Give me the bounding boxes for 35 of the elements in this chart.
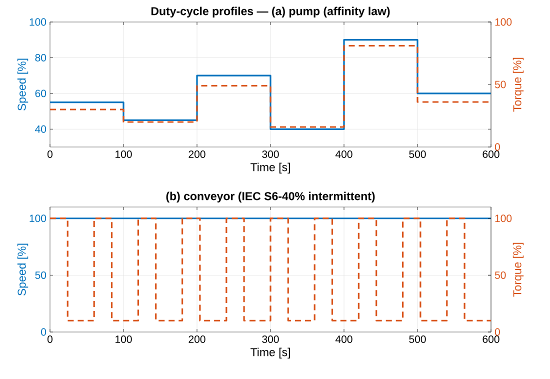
x-tick-label: 100 bbox=[116, 336, 132, 343]
chart-title: (b) conveyor (IEC S6-40% intermittent) bbox=[166, 192, 375, 203]
y-axis-title: Speed [%] bbox=[17, 244, 28, 296]
y-tick-label: 50 bbox=[35, 271, 46, 279]
y2-tick-label: 0 bbox=[494, 328, 500, 336]
x-tick-label: 0 bbox=[47, 150, 52, 158]
x-tick-label: 600 bbox=[482, 150, 500, 158]
y-axis-title: Speed [%] bbox=[17, 58, 28, 111]
y2-tick-label: 50 bbox=[494, 80, 506, 88]
chart-title: Duty-cycle profiles — (a) pump (affinity law) bbox=[151, 6, 390, 18]
y-tick-label: 40 bbox=[35, 125, 46, 133]
y2-axis-title: Torque [%] bbox=[512, 58, 524, 112]
y2-axis-title: Torque [%] bbox=[512, 242, 524, 297]
y2-tick-label: 100 bbox=[495, 214, 512, 222]
y2-tick-label: 50 bbox=[494, 271, 506, 279]
x-tick-label: 200 bbox=[188, 150, 206, 158]
x-tick-label: 100 bbox=[116, 150, 132, 158]
x-tick-label: 400 bbox=[335, 336, 352, 343]
x-tick-label: 0 bbox=[47, 336, 52, 343]
x-axis-title: Time [s] bbox=[250, 162, 290, 174]
x-tick-label: 500 bbox=[409, 150, 426, 158]
x-tick-label: 400 bbox=[335, 150, 352, 158]
y-tick-label: 80 bbox=[35, 54, 46, 62]
y-tick-label: 0 bbox=[41, 328, 46, 336]
x-tick-label: 300 bbox=[262, 150, 279, 158]
x-axis-title: Time [s] bbox=[250, 348, 290, 359]
y2-tick-label: 0 bbox=[494, 143, 500, 151]
x-tick-label: 500 bbox=[409, 336, 426, 343]
y-tick-label: 60 bbox=[35, 90, 46, 98]
x-tick-label: 600 bbox=[482, 336, 500, 343]
y2-tick-label: 100 bbox=[495, 18, 512, 26]
y-tick-label: 100 bbox=[30, 214, 46, 222]
x-tick-label: 200 bbox=[188, 336, 206, 343]
x-tick-label: 300 bbox=[262, 336, 279, 343]
y-tick-label: 100 bbox=[30, 18, 46, 26]
